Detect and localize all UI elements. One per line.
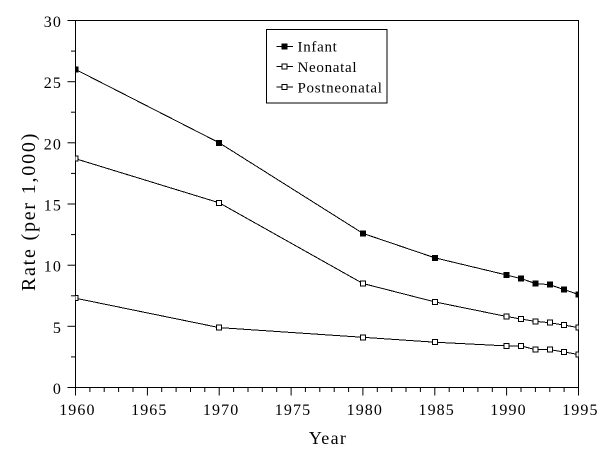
svg-text:Postneonatal: Postneonatal (298, 81, 383, 97)
svg-text:1980: 1980 (347, 402, 383, 419)
svg-text:0: 0 (53, 381, 62, 398)
svg-text:Year: Year (309, 428, 347, 448)
svg-text:15: 15 (44, 198, 62, 215)
svg-text:Neonatal: Neonatal (298, 60, 358, 76)
svg-text:1990: 1990 (490, 402, 526, 419)
svg-text:1970: 1970 (203, 402, 239, 419)
svg-text:30: 30 (44, 14, 62, 31)
svg-text:20: 20 (44, 136, 62, 153)
svg-text:1985: 1985 (418, 402, 454, 419)
svg-text:1960: 1960 (59, 402, 95, 419)
svg-text:Infant: Infant (298, 40, 338, 56)
svg-text:1975: 1975 (275, 402, 311, 419)
svg-text:Rate (per 1,000): Rate (per 1,000) (18, 132, 40, 291)
svg-text:1995: 1995 (562, 402, 598, 419)
svg-text:1965: 1965 (131, 402, 167, 419)
svg-text:10: 10 (44, 259, 62, 276)
svg-text:5: 5 (53, 320, 62, 337)
svg-text:25: 25 (44, 75, 62, 92)
